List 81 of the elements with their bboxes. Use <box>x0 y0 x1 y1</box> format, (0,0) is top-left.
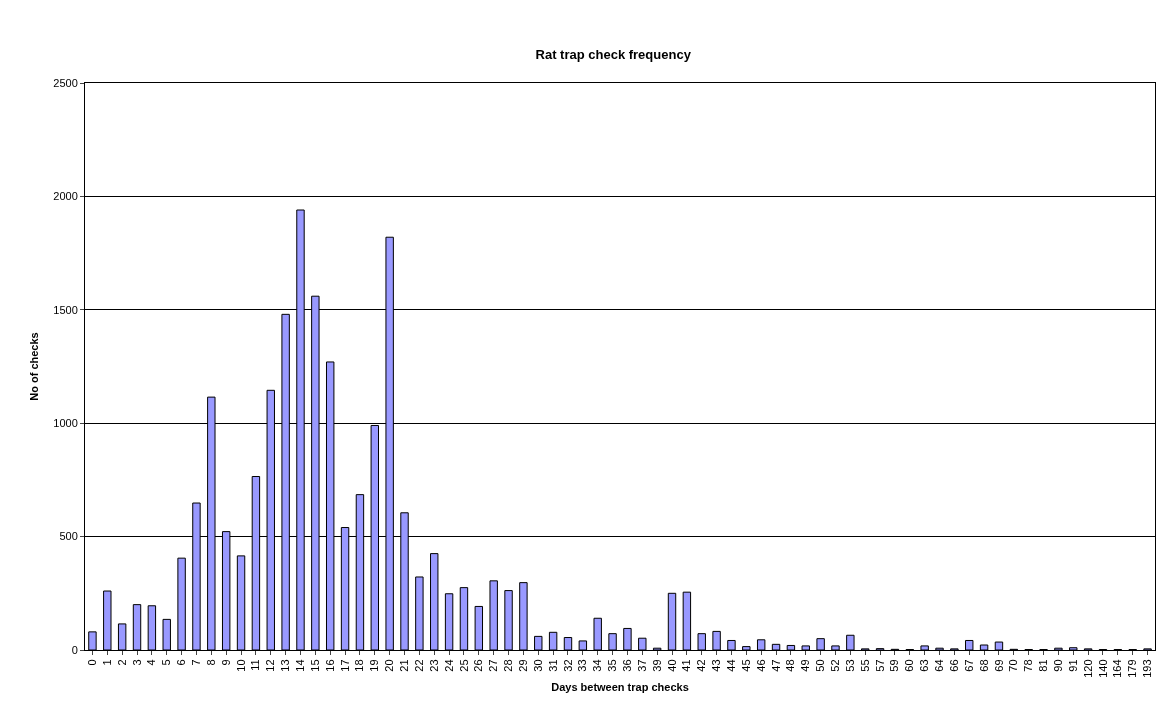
y-tick-label: 2000 <box>53 190 78 203</box>
x-tick-label: 43 <box>710 659 723 672</box>
y-tick-label: 1000 <box>53 417 78 430</box>
x-tick-label: 14 <box>294 659 307 672</box>
x-tick-label: 91 <box>1066 659 1079 672</box>
x-tick-label: 55 <box>858 659 871 672</box>
x-tick-label: 164 <box>1111 659 1124 678</box>
x-tick-label: 6 <box>175 659 188 666</box>
x-tick-label: 59 <box>888 659 901 672</box>
x-tick-label: 10 <box>234 659 247 672</box>
x-tick-label: 57 <box>873 659 886 672</box>
x-tick-label: 81 <box>1037 659 1050 672</box>
x-tick-label: 179 <box>1126 659 1139 678</box>
x-tick-label: 15 <box>308 659 321 672</box>
x-tick-label: 34 <box>591 659 604 672</box>
x-tick-label: 33 <box>576 659 589 672</box>
x-tick-label: 13 <box>279 659 292 672</box>
x-tick-label: 35 <box>606 659 619 672</box>
x-tick-label: 32 <box>561 659 574 672</box>
x-tick-label: 140 <box>1096 659 1109 678</box>
y-tick-label: 2500 <box>53 76 78 89</box>
chart-title: Rat trap check frequency <box>535 47 692 63</box>
x-tick-label: 40 <box>665 659 678 672</box>
x-tick-label: 48 <box>784 659 797 672</box>
x-tick-label: 29 <box>516 659 529 672</box>
x-tick-label: 67 <box>962 659 975 672</box>
x-tick-label: 70 <box>1007 659 1020 672</box>
x-tick-label: 9 <box>219 659 232 666</box>
x-tick-label: 28 <box>502 659 515 672</box>
y-tick-label: 0 <box>71 643 78 656</box>
x-axis-title: Days between trap checks <box>551 680 689 693</box>
x-tick-label: 90 <box>1051 659 1064 672</box>
x-tick-label: 19 <box>368 659 381 672</box>
x-tick-label: 44 <box>725 659 738 672</box>
x-tick-label: 31 <box>546 659 559 672</box>
y-tick-label: 500 <box>59 530 78 543</box>
x-tick-label: 24 <box>442 659 455 672</box>
x-tick-label: 193 <box>1141 659 1154 678</box>
x-tick-label: 22 <box>412 659 425 672</box>
x-tick-label: 3 <box>130 659 143 666</box>
x-tick-label: 39 <box>650 659 663 672</box>
x-tick-label: 50 <box>814 659 827 672</box>
x-tick-label: 60 <box>903 659 916 672</box>
x-tick-label: 78 <box>1022 659 1035 672</box>
x-tick-label: 0 <box>86 659 98 666</box>
x-tick-label: 27 <box>487 659 500 672</box>
x-tick-label: 64 <box>933 659 946 672</box>
x-tick-label: 1 <box>100 659 113 666</box>
x-tick-label: 41 <box>680 659 693 672</box>
x-tick-label: 20 <box>383 659 396 672</box>
x-tick-label: 53 <box>843 659 856 672</box>
x-tick-label: 4 <box>145 659 158 666</box>
x-tick-label: 2 <box>115 659 128 666</box>
x-tick-label: 66 <box>947 659 960 672</box>
x-tick-label: 30 <box>531 659 544 672</box>
x-tick-label: 52 <box>829 659 842 672</box>
x-tick-label: 5 <box>160 659 173 666</box>
x-tick-label: 68 <box>977 659 990 672</box>
x-tick-label: 12 <box>264 659 277 672</box>
x-tick-label: 120 <box>1081 659 1094 678</box>
x-tick-label: 17 <box>338 659 351 672</box>
x-tick-label: 26 <box>472 659 485 672</box>
x-tick-label: 63 <box>918 659 931 672</box>
x-tick-label: 21 <box>398 659 411 672</box>
x-tick-label: 8 <box>204 659 217 666</box>
x-tick-label: 49 <box>799 659 812 672</box>
x-tick-label: 69 <box>992 659 1005 672</box>
y-tick-label: 1500 <box>53 303 78 316</box>
x-tick-label: 42 <box>695 659 708 672</box>
x-tick-label: 7 <box>190 659 203 666</box>
x-tick-label: 25 <box>457 659 470 672</box>
x-tick-label: 11 <box>249 659 262 671</box>
y-axis-title: No of checks <box>27 332 40 401</box>
x-tick-label: 37 <box>635 659 648 672</box>
x-tick-label: 45 <box>739 659 752 672</box>
x-tick-label: 18 <box>353 659 366 672</box>
x-tick-label: 16 <box>323 659 336 672</box>
x-tick-label: 46 <box>754 659 767 672</box>
x-tick-label: 47 <box>769 659 782 672</box>
x-tick-label: 23 <box>427 659 440 672</box>
x-tick-label: 36 <box>621 659 634 672</box>
